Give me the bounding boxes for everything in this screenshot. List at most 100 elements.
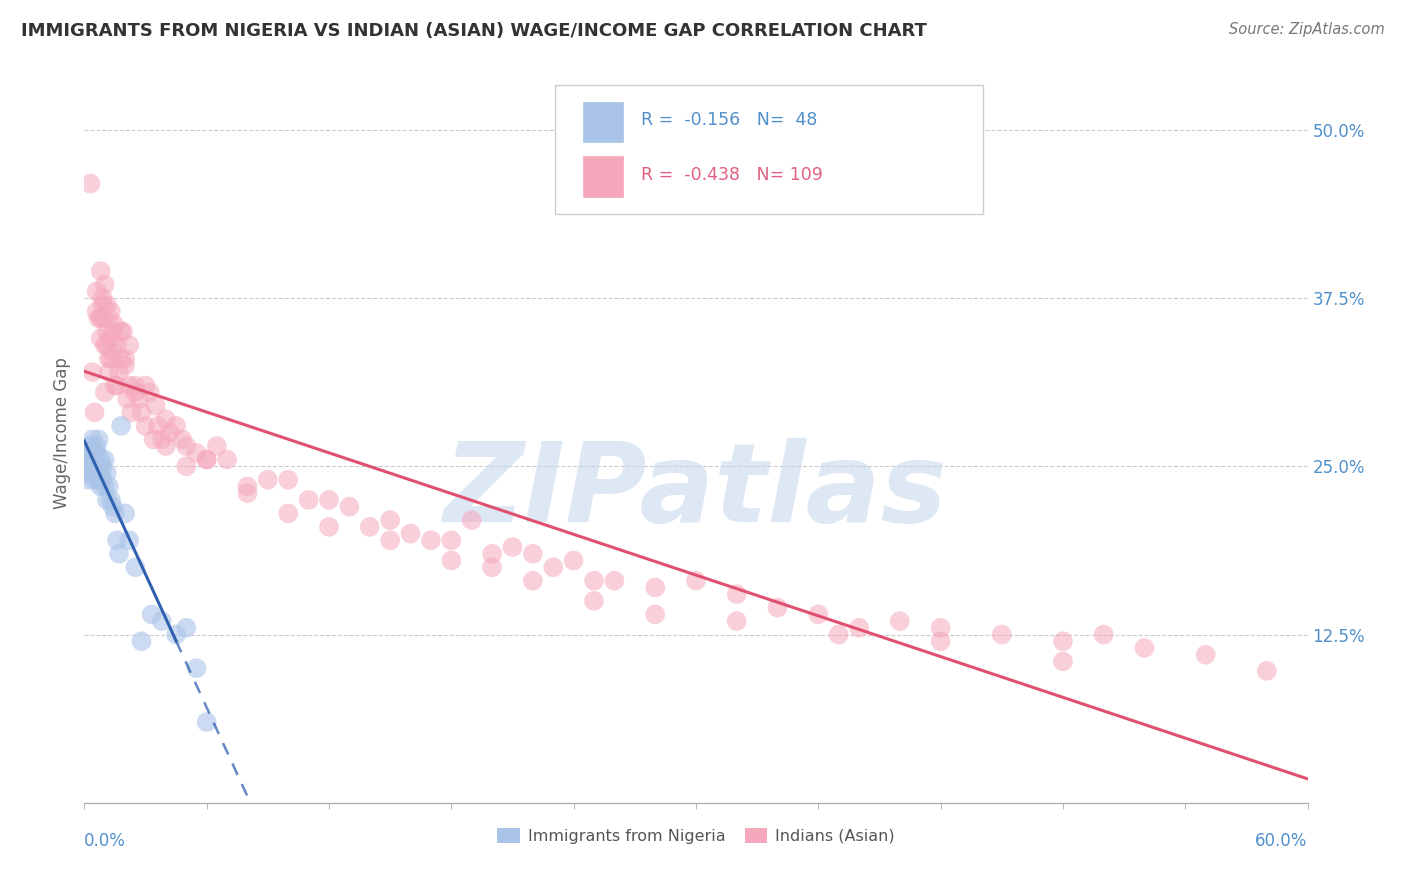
Point — [82, 466, 104, 480]
Point — [75, 446, 97, 460]
Point — [236, 479, 259, 493]
Point — [115, 392, 138, 406]
Point — [82, 452, 104, 467]
Point — [100, 351, 122, 366]
Point — [112, 325, 135, 339]
Point — [142, 433, 165, 447]
Point — [79, 452, 101, 467]
Point — [97, 351, 120, 366]
Point — [97, 479, 120, 493]
Point — [105, 338, 128, 352]
Point — [461, 513, 484, 527]
Point — [100, 331, 122, 345]
Point — [108, 547, 131, 561]
Point — [440, 533, 463, 548]
Point — [131, 634, 153, 648]
Point — [481, 547, 503, 561]
Point — [86, 285, 108, 299]
Point — [82, 433, 104, 447]
Point — [380, 533, 402, 548]
Point — [145, 399, 167, 413]
Point — [155, 439, 177, 453]
Point — [339, 500, 361, 514]
Point — [124, 385, 146, 400]
Point — [91, 291, 114, 305]
Point — [1052, 655, 1074, 669]
Point — [101, 344, 124, 359]
Point — [114, 507, 136, 521]
Point — [124, 560, 146, 574]
Point — [131, 405, 153, 419]
Point — [110, 351, 132, 366]
Point — [1256, 664, 1278, 678]
Point — [277, 507, 299, 521]
Point — [82, 365, 104, 379]
Point — [93, 452, 115, 467]
Point — [104, 318, 127, 332]
Point — [91, 298, 114, 312]
Point — [104, 507, 127, 521]
Point — [766, 600, 789, 615]
Point — [138, 385, 160, 400]
Point — [87, 433, 110, 447]
Point — [104, 378, 127, 392]
Point — [118, 533, 141, 548]
Point — [186, 661, 208, 675]
Text: R =  -0.156   N=  48: R = -0.156 N= 48 — [641, 112, 817, 129]
Point — [135, 418, 157, 433]
Point — [93, 385, 115, 400]
Point — [165, 627, 187, 641]
Point — [114, 359, 136, 373]
Point — [399, 526, 422, 541]
Point — [1052, 634, 1074, 648]
Point — [174, 439, 197, 453]
Point — [105, 533, 128, 548]
Point — [90, 479, 112, 493]
Point — [359, 520, 381, 534]
Point — [86, 439, 108, 453]
Point — [991, 627, 1014, 641]
Text: 60.0%: 60.0% — [1256, 832, 1308, 850]
Point — [685, 574, 707, 588]
Point — [562, 553, 585, 567]
Text: R =  -0.438   N= 109: R = -0.438 N= 109 — [641, 166, 823, 184]
Point — [83, 405, 105, 419]
Point — [205, 439, 228, 453]
Point — [522, 547, 544, 561]
Point — [87, 473, 110, 487]
Point — [118, 338, 141, 352]
Point — [114, 351, 136, 366]
Point — [502, 540, 524, 554]
Point — [172, 433, 194, 447]
Text: ZIPatlas: ZIPatlas — [444, 438, 948, 545]
Point — [108, 365, 131, 379]
Point — [100, 492, 122, 507]
Point — [929, 621, 952, 635]
Point — [725, 587, 748, 601]
Point — [1195, 648, 1218, 662]
Point — [101, 325, 124, 339]
Point — [96, 298, 118, 312]
Point — [165, 418, 187, 433]
Point — [86, 446, 108, 460]
Point — [93, 338, 115, 352]
Y-axis label: Wage/Income Gap: Wage/Income Gap — [53, 357, 72, 508]
Point — [186, 446, 208, 460]
Point — [91, 311, 114, 326]
Bar — [583, 102, 623, 143]
Point — [96, 325, 118, 339]
Point — [155, 412, 177, 426]
Point — [195, 452, 218, 467]
Point — [93, 277, 115, 292]
Point — [77, 439, 100, 453]
Point — [101, 500, 124, 514]
Point — [79, 439, 101, 453]
Point — [644, 581, 666, 595]
Point — [118, 378, 141, 392]
Point — [174, 621, 197, 635]
Point — [83, 459, 105, 474]
Point — [543, 560, 565, 574]
Point — [807, 607, 830, 622]
Point — [146, 418, 169, 433]
Point — [105, 378, 128, 392]
